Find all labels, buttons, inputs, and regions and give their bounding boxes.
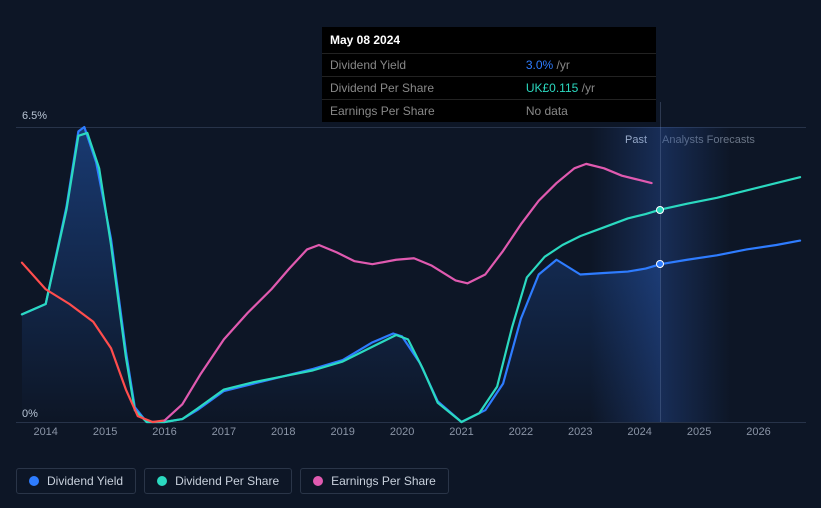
x-axis: 2014 2015 2016 2017 2018 2019 2020 2021 2022 2023… <box>16 426 806 446</box>
tooltip-table: Dividend Yield 3.0% /yr Dividend Per Sha… <box>322 53 656 122</box>
x-tick: 2019 <box>330 426 354 438</box>
x-tick: 2014 <box>33 426 57 438</box>
x-tick: 2020 <box>390 426 414 438</box>
marker-dividend-per-share <box>656 206 664 214</box>
marker-dividend-yield <box>656 260 664 268</box>
tooltip-row-label: Dividend Yield <box>322 54 518 77</box>
y-axis-max-label: 6.5% <box>22 110 47 122</box>
legend-label: Dividend Per Share <box>175 474 279 488</box>
legend-dot <box>29 476 39 486</box>
legend: Dividend Yield Dividend Per Share Earnin… <box>16 468 449 494</box>
x-tick: 2016 <box>152 426 176 438</box>
legend-dot <box>157 476 167 486</box>
tooltip-date: May 08 2024 <box>322 27 656 53</box>
tooltip-row-label: Earnings Per Share <box>322 100 518 123</box>
x-tick: 2026 <box>746 426 770 438</box>
tooltip-row-suffix: /yr <box>557 58 570 72</box>
x-tick: 2025 <box>687 426 711 438</box>
chart-tooltip: May 08 2024 Dividend Yield 3.0% /yr Divi… <box>322 27 656 122</box>
legend-item-dividend-per-share[interactable]: Dividend Per Share <box>144 468 292 494</box>
legend-label: Dividend Yield <box>47 474 123 488</box>
x-tick: 2022 <box>509 426 533 438</box>
tooltip-row-value: No data <box>526 104 568 118</box>
x-tick: 2017 <box>212 426 236 438</box>
gridline-bottom <box>16 422 806 423</box>
plot-area <box>16 127 806 422</box>
x-tick: 2021 <box>449 426 473 438</box>
x-tick: 2018 <box>271 426 295 438</box>
tooltip-row-value: 3.0% <box>526 58 553 72</box>
tooltip-row-suffix: /yr <box>582 81 595 95</box>
x-tick: 2015 <box>93 426 117 438</box>
x-tick: 2023 <box>568 426 592 438</box>
tooltip-row-value: UK£0.115 <box>526 81 578 95</box>
x-tick: 2024 <box>627 426 651 438</box>
legend-label: Earnings Per Share <box>331 474 436 488</box>
chart-svg <box>16 127 806 422</box>
legend-item-earnings-per-share[interactable]: Earnings Per Share <box>300 468 449 494</box>
legend-item-dividend-yield[interactable]: Dividend Yield <box>16 468 136 494</box>
legend-dot <box>313 476 323 486</box>
tooltip-row-label: Dividend Per Share <box>322 77 518 100</box>
